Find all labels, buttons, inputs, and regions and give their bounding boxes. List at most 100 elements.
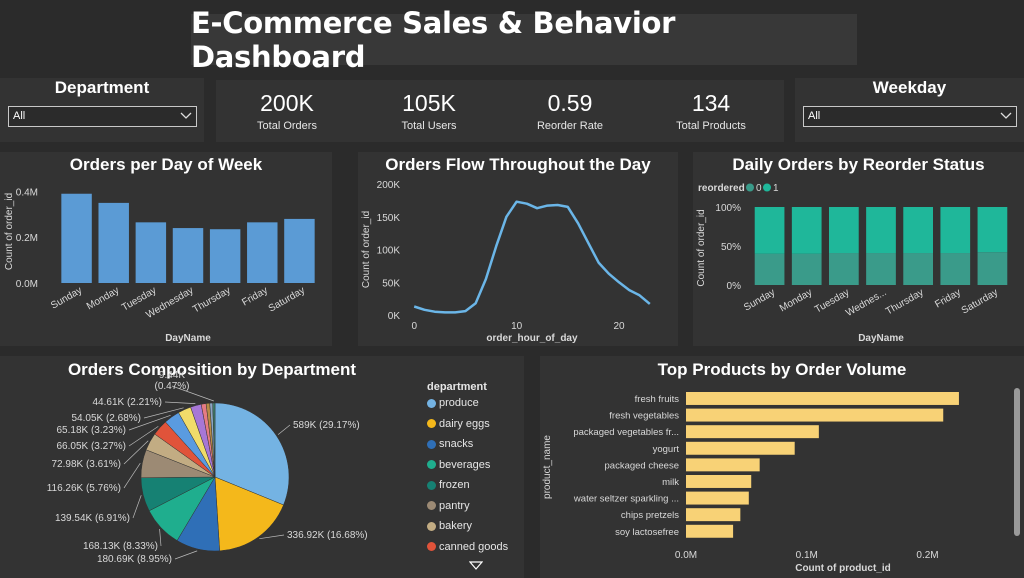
legend-title: department [427, 381, 487, 393]
orders-flow-chart[interactable]: 0K 50K 100K 150K 200K 0 10 20 order_hour_of_day C… [358, 152, 678, 346]
y-tick-label: 0.0M [16, 279, 38, 290]
dashboard-title: E-Commerce Sales & Behavior Dashboard [191, 5, 676, 74]
legend-label: bakery [439, 520, 473, 532]
x-tick-label: Saturday [960, 287, 1000, 317]
slice-label: 9.44K [159, 370, 185, 381]
dashboard-title-box: E-Commerce Sales & Behavior Dashboard [191, 6, 857, 74]
weekday-dropdown[interactable]: All [803, 106, 1017, 127]
y-tick-label: 150K [377, 213, 401, 224]
x-tick-label: Saturday [267, 285, 307, 315]
leader-line [159, 528, 162, 547]
slice-label: 54.05K (2.68%) [72, 413, 142, 424]
bar [209, 229, 241, 283]
leader-line [174, 550, 198, 560]
y-tick-label: yogurt [653, 444, 680, 455]
legend-item[interactable]: beverages [427, 459, 490, 471]
bar [686, 491, 749, 505]
y-tick-label: 50% [721, 242, 741, 253]
bar [686, 475, 752, 488]
kpi-total-users: 105K Total Users [364, 80, 494, 132]
legend-item[interactable]: bakery [427, 520, 472, 532]
kpi-label: Total Products [676, 120, 746, 132]
chart-title-text: Orders Composition by Department [67, 360, 357, 379]
weekday-dropdown-value: All [808, 110, 821, 122]
stacked-bar-segment [754, 207, 785, 254]
leader-line [128, 426, 159, 447]
legend-item[interactable]: canned goods [427, 541, 508, 553]
x-tick-label: 0.2M [916, 550, 938, 561]
y-tick-label: packaged cheese [605, 460, 679, 471]
department-slicer: Department All [0, 78, 204, 142]
bar [686, 524, 734, 538]
stacked-bar-segment [940, 253, 971, 285]
y-tick-label: milk [662, 477, 679, 488]
stacked-bar-segment [829, 207, 859, 254]
x-tick-label: Thursday [191, 285, 233, 315]
legend-label: beverages [439, 458, 491, 471]
slice-label: 72.98K (3.61%) [52, 459, 122, 470]
orders-flow-panel: Orders Flow Throughout the Day 0K 50K 100K… [358, 152, 678, 346]
legend-title: reordered [698, 183, 745, 194]
leader-line [132, 495, 142, 519]
bar [686, 458, 760, 472]
bar [686, 425, 819, 439]
y-tick-label: 0K [388, 311, 401, 322]
x-axis-label: order_hour_of_day [486, 333, 578, 344]
x-tick-label: 10 [511, 321, 523, 332]
stacked-bar-segment [829, 253, 859, 285]
legend-scroll-down-icon[interactable] [469, 561, 483, 570]
bar [172, 228, 204, 283]
y-tick-label: soy lactosefree [615, 527, 679, 538]
department-pie-chart[interactable]: 589K (29.17%) 336.92K (16.68%) 180.69K (8.… [0, 356, 420, 578]
legend-label: dairy eggs [439, 417, 490, 430]
chart-title: Orders Flow Throughout the Day [385, 155, 651, 174]
x-tick-label: 0 [411, 321, 417, 332]
pie-legend: department produce dairy eggs snacks bevera… [427, 380, 524, 578]
legend-label: canned goods [439, 540, 509, 553]
x-tick-label: 0.0M [675, 550, 697, 561]
legend-item[interactable]: produce [427, 397, 479, 409]
leader-line [123, 462, 141, 489]
legend-label: frozen [439, 479, 470, 491]
pie-slice [214, 476, 284, 552]
legend-item[interactable]: frozen [427, 479, 470, 491]
y-tick-label: 0.4M [16, 187, 38, 198]
y-tick-label: 100% [715, 203, 741, 214]
slice-label: 589K (29.17%) [293, 420, 360, 431]
stacked-bar-segment [903, 253, 933, 285]
top-products-panel: Top Products by Order Volume fresh fruit… [540, 356, 1024, 578]
stacked-bar-segment [791, 253, 822, 285]
y-axis-label: Count of order_id [696, 209, 707, 286]
bar [686, 408, 944, 422]
stacked-bar-segment [977, 252, 1008, 285]
leader-line [123, 440, 149, 465]
legend-item[interactable]: pantry [427, 500, 470, 512]
x-tick-label: Monday [85, 285, 121, 312]
chevron-down-icon [1000, 112, 1012, 119]
bar [686, 508, 741, 522]
y-tick-label: packaged vegetables fr... [573, 427, 679, 438]
scrollbar[interactable] [1014, 388, 1020, 536]
department-dropdown[interactable]: All [8, 106, 197, 127]
legend-item[interactable]: snacks [427, 438, 473, 450]
legend-dot [427, 480, 436, 490]
chart-title: Top Products by Order Volume [657, 360, 907, 379]
kpi-label: Total Orders [257, 120, 317, 132]
legend-dot [427, 501, 436, 510]
bar [61, 193, 92, 283]
weekday-slicer: Weekday All [795, 78, 1024, 142]
legend-dot [427, 521, 436, 531]
top-products-chart[interactable]: fresh fruits fresh vegetables packaged veg… [540, 356, 1024, 578]
slice-label: (0.47%) [154, 381, 189, 392]
y-tick-label: 50K [382, 278, 400, 289]
kpi-value: 200K [260, 90, 314, 116]
legend-item[interactable]: dairy eggs [427, 418, 490, 430]
legend-label: 0 [756, 183, 762, 194]
slice-label: 66.05K (3.27%) [57, 441, 127, 452]
slice-label: 116.26K (5.76%) [47, 483, 121, 494]
reorder-status-chart[interactable]: reordered 0 10%50%100%Sunday MondayTuesdayW… [693, 152, 1024, 346]
stacked-bar-segment [866, 253, 896, 285]
y-tick-label: 100K [377, 246, 401, 257]
x-tick-label: Friday [240, 285, 270, 308]
